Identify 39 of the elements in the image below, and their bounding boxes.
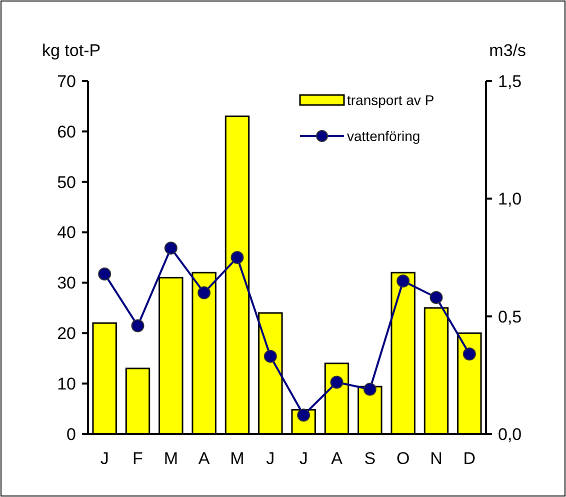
y-tick-label: 0 — [66, 424, 76, 444]
point — [264, 350, 277, 363]
x-tick-label: N — [430, 449, 442, 468]
point — [198, 286, 211, 300]
y-tick-label: 70 — [57, 72, 76, 91]
point — [462, 347, 476, 360]
x-tick-label: M — [164, 449, 178, 468]
x-tick-label: D — [463, 449, 476, 468]
y-tick-label: 30 — [57, 274, 76, 293]
y2-tick-label: 1,0 — [498, 190, 522, 209]
point — [131, 319, 144, 332]
x-tick-label: M — [230, 449, 244, 468]
x-tick-label: J — [100, 449, 109, 468]
point — [164, 242, 178, 255]
y-tick-label: 10 — [57, 374, 76, 394]
y-tick-label: 60 — [57, 122, 76, 142]
x-tick-label: J — [299, 449, 308, 468]
x-tick-label: O — [396, 449, 410, 468]
y-tick-label: 40 — [57, 223, 76, 242]
point — [363, 382, 376, 396]
x-tick-label: A — [331, 449, 344, 468]
y-tick-label: 50 — [57, 172, 76, 192]
point — [430, 291, 443, 304]
y2-tick-label: 0,5 — [498, 307, 522, 326]
point — [330, 376, 344, 389]
legend-label: vattenföring — [347, 128, 420, 144]
y2-tick-label: 0,0 — [498, 424, 522, 444]
point — [396, 274, 410, 288]
y-tick-label: 20 — [57, 324, 76, 344]
y-axis-title: kg tot-P — [42, 41, 101, 60]
point — [98, 267, 112, 280]
x-tick-label: F — [132, 449, 143, 468]
y2-tick-label: 1,5 — [498, 72, 522, 91]
x-tick-label: S — [364, 449, 376, 468]
point — [230, 251, 244, 264]
x-tick-label: J — [266, 449, 275, 468]
y2-axis-title: m3/s — [489, 41, 526, 60]
x-tick-label: A — [198, 449, 210, 468]
legend-label: transport av P — [347, 92, 434, 108]
